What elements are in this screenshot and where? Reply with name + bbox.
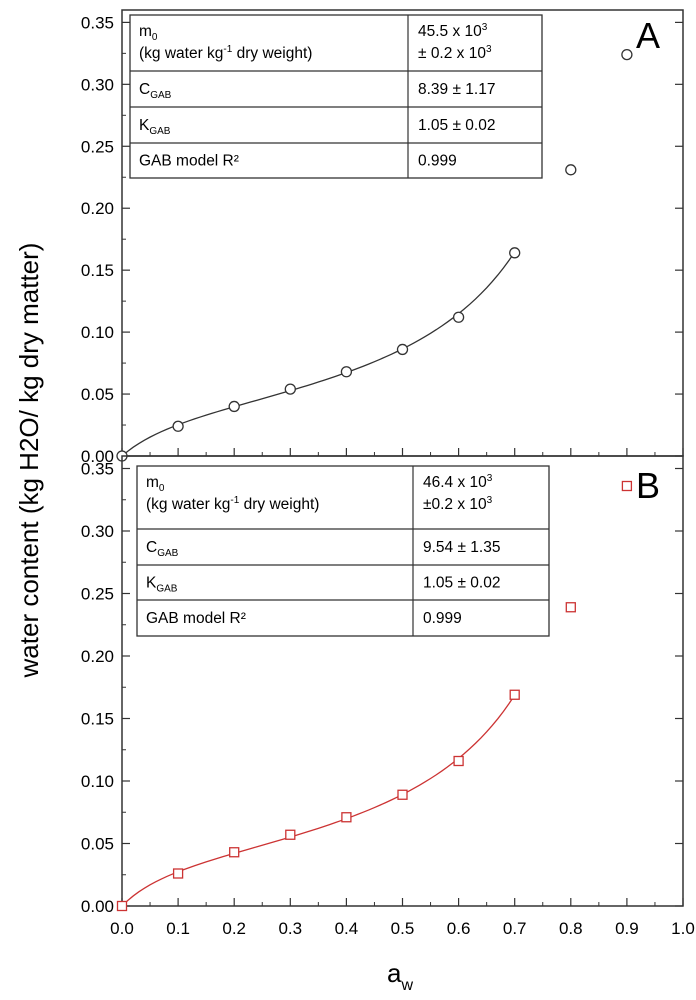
table-label: KGAB <box>139 117 171 137</box>
table-value: 0.999 <box>423 610 462 627</box>
y-tick-label: 0.25 <box>81 137 114 156</box>
table-value: 9.54 ± 1.35 <box>423 539 500 556</box>
x-tick-label: 0.3 <box>278 919 302 938</box>
y-tick-label: 0.10 <box>81 772 114 791</box>
table-value: 1.05 ± 0.02 <box>418 117 495 134</box>
y-tick-label: 0.05 <box>81 835 114 854</box>
data-point <box>397 789 408 800</box>
table-border <box>136 465 550 637</box>
y-tick-label: 0.00 <box>81 447 114 466</box>
y-tick-label: 0.15 <box>81 261 114 280</box>
data-point <box>621 480 633 492</box>
data-point <box>509 247 521 259</box>
x-tick-label: 0.7 <box>503 919 527 938</box>
gab-fit-curve <box>121 694 516 907</box>
data-point <box>565 602 576 613</box>
table-value-line2: ± 0.2 x 103 <box>418 44 492 62</box>
table-border <box>129 14 543 179</box>
panel-letter-label: A <box>636 15 660 56</box>
y-tick-label: 0.25 <box>81 585 114 604</box>
x-tick-label: 0.6 <box>447 919 471 938</box>
y-tick-label: 0.20 <box>81 647 114 666</box>
data-point <box>396 343 409 356</box>
gab-fit-curve <box>121 251 516 457</box>
y-tick-label: 0.00 <box>81 897 114 916</box>
table-label: GAB model R² <box>146 610 246 627</box>
y-tick-label: 0.35 <box>81 460 114 479</box>
x-tick-label: 0.9 <box>615 919 639 938</box>
parameter-table: m0(kg water kg-1 dry weight) 46.4 x 103 ±0… <box>136 465 550 637</box>
table-value: 1.05 ± 0.02 <box>423 575 500 592</box>
data-point <box>509 689 520 700</box>
x-tick-label: 0.1 <box>166 919 190 938</box>
y-tick-label: 0.30 <box>81 75 114 94</box>
x-tick-label: 0.0 <box>110 919 134 938</box>
data-point <box>341 812 352 823</box>
data-point <box>565 164 577 176</box>
table-label: GAB model R² <box>139 153 239 170</box>
y-tick-label: 0.35 <box>81 13 114 32</box>
data-point <box>453 755 464 767</box>
panel-letter-label: B <box>636 465 660 506</box>
table-label: KGAB <box>146 575 178 595</box>
panel-a: 0.00 0.05 0.10 0.15 0.20 0.25 0.30 0.35 Am0(kg w… <box>81 9 684 466</box>
data-point <box>621 48 633 61</box>
table-label-line2: (kg water kg-1 dry weight) <box>146 495 319 513</box>
table-value: 45.5 x 103 <box>418 22 488 40</box>
parameter-table: m0(kg water kg-1 dry weight) 45.5 x 103 ± … <box>129 14 543 179</box>
data-point <box>228 400 240 413</box>
x-axis-title-main: a <box>387 958 402 988</box>
y-axis-title: water content (kg H2O/ kg dry matter) <box>14 243 44 679</box>
table-value: 0.999 <box>418 153 457 170</box>
data-point <box>172 868 184 879</box>
x-tick-label: 0.8 <box>559 919 583 938</box>
table-label: CGAB <box>139 81 172 101</box>
table-label: m0 <box>146 474 165 494</box>
y-tick-label: 0.05 <box>81 385 114 404</box>
table-label-line2: (kg water kg-1 dry weight) <box>139 44 312 62</box>
table-label: CGAB <box>146 539 179 559</box>
data-point <box>285 829 296 840</box>
table-value-line2: ±0.2 x 103 <box>423 495 493 513</box>
x-axis-title: aw <box>387 958 413 994</box>
table-label: m0 <box>139 23 158 43</box>
data-point <box>340 366 353 378</box>
x-tick-label: 0.4 <box>335 919 359 938</box>
x-axis-title-sub: w <box>400 977 413 994</box>
y-tick-label: 0.30 <box>81 522 114 541</box>
x-tick-label: 0.2 <box>222 919 246 938</box>
y-tick-label: 0.20 <box>81 199 114 218</box>
data-point <box>452 311 465 323</box>
x-tick-label: 0.5 <box>391 919 415 938</box>
table-value: 8.39 ± 1.17 <box>418 81 495 98</box>
y-tick-label: 0.10 <box>81 323 114 342</box>
data-point <box>172 420 184 432</box>
data-point <box>284 383 296 395</box>
data-point <box>229 847 240 858</box>
data-point <box>116 900 128 912</box>
y-tick-label: 0.15 <box>81 710 114 729</box>
table-value: 46.4 x 103 <box>423 473 493 491</box>
panel-b: 0.00 0.05 0.10 0.15 0.20 0.25 0.30 0.35 0.0 0.1 0.… <box>81 455 695 938</box>
x-tick-label: 1.0 <box>671 919 695 938</box>
